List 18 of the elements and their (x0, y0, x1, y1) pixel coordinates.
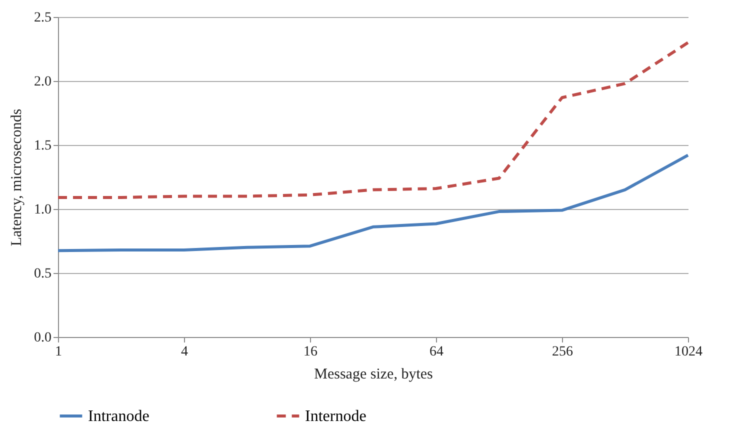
x-tick-label: 16 (304, 344, 318, 360)
line-series (56, 41, 690, 199)
y-tick-label: 2.5 (34, 10, 52, 26)
y-tick-label: 1.0 (34, 202, 52, 218)
x-axis-title: Message size, bytes (314, 366, 434, 382)
x-tick-label: 256 (552, 344, 573, 360)
y-tick-label: 0.0 (34, 330, 52, 346)
x-tick-label: 64 (430, 344, 444, 360)
line-series (56, 154, 690, 252)
legend-label: Internode (305, 408, 366, 425)
y-axis-title: Latency, microseconds (9, 108, 25, 246)
y-tick-label: 1.5 (34, 138, 52, 154)
x-tick-label: 4 (181, 344, 188, 360)
y-tick-label: 2.0 (34, 74, 52, 90)
x-tick-label: 1024 (674, 344, 702, 360)
x-tick-label: 1 (55, 344, 62, 360)
y-tick-label: 0.5 (34, 266, 52, 282)
legend-label: Intranode (88, 408, 150, 425)
